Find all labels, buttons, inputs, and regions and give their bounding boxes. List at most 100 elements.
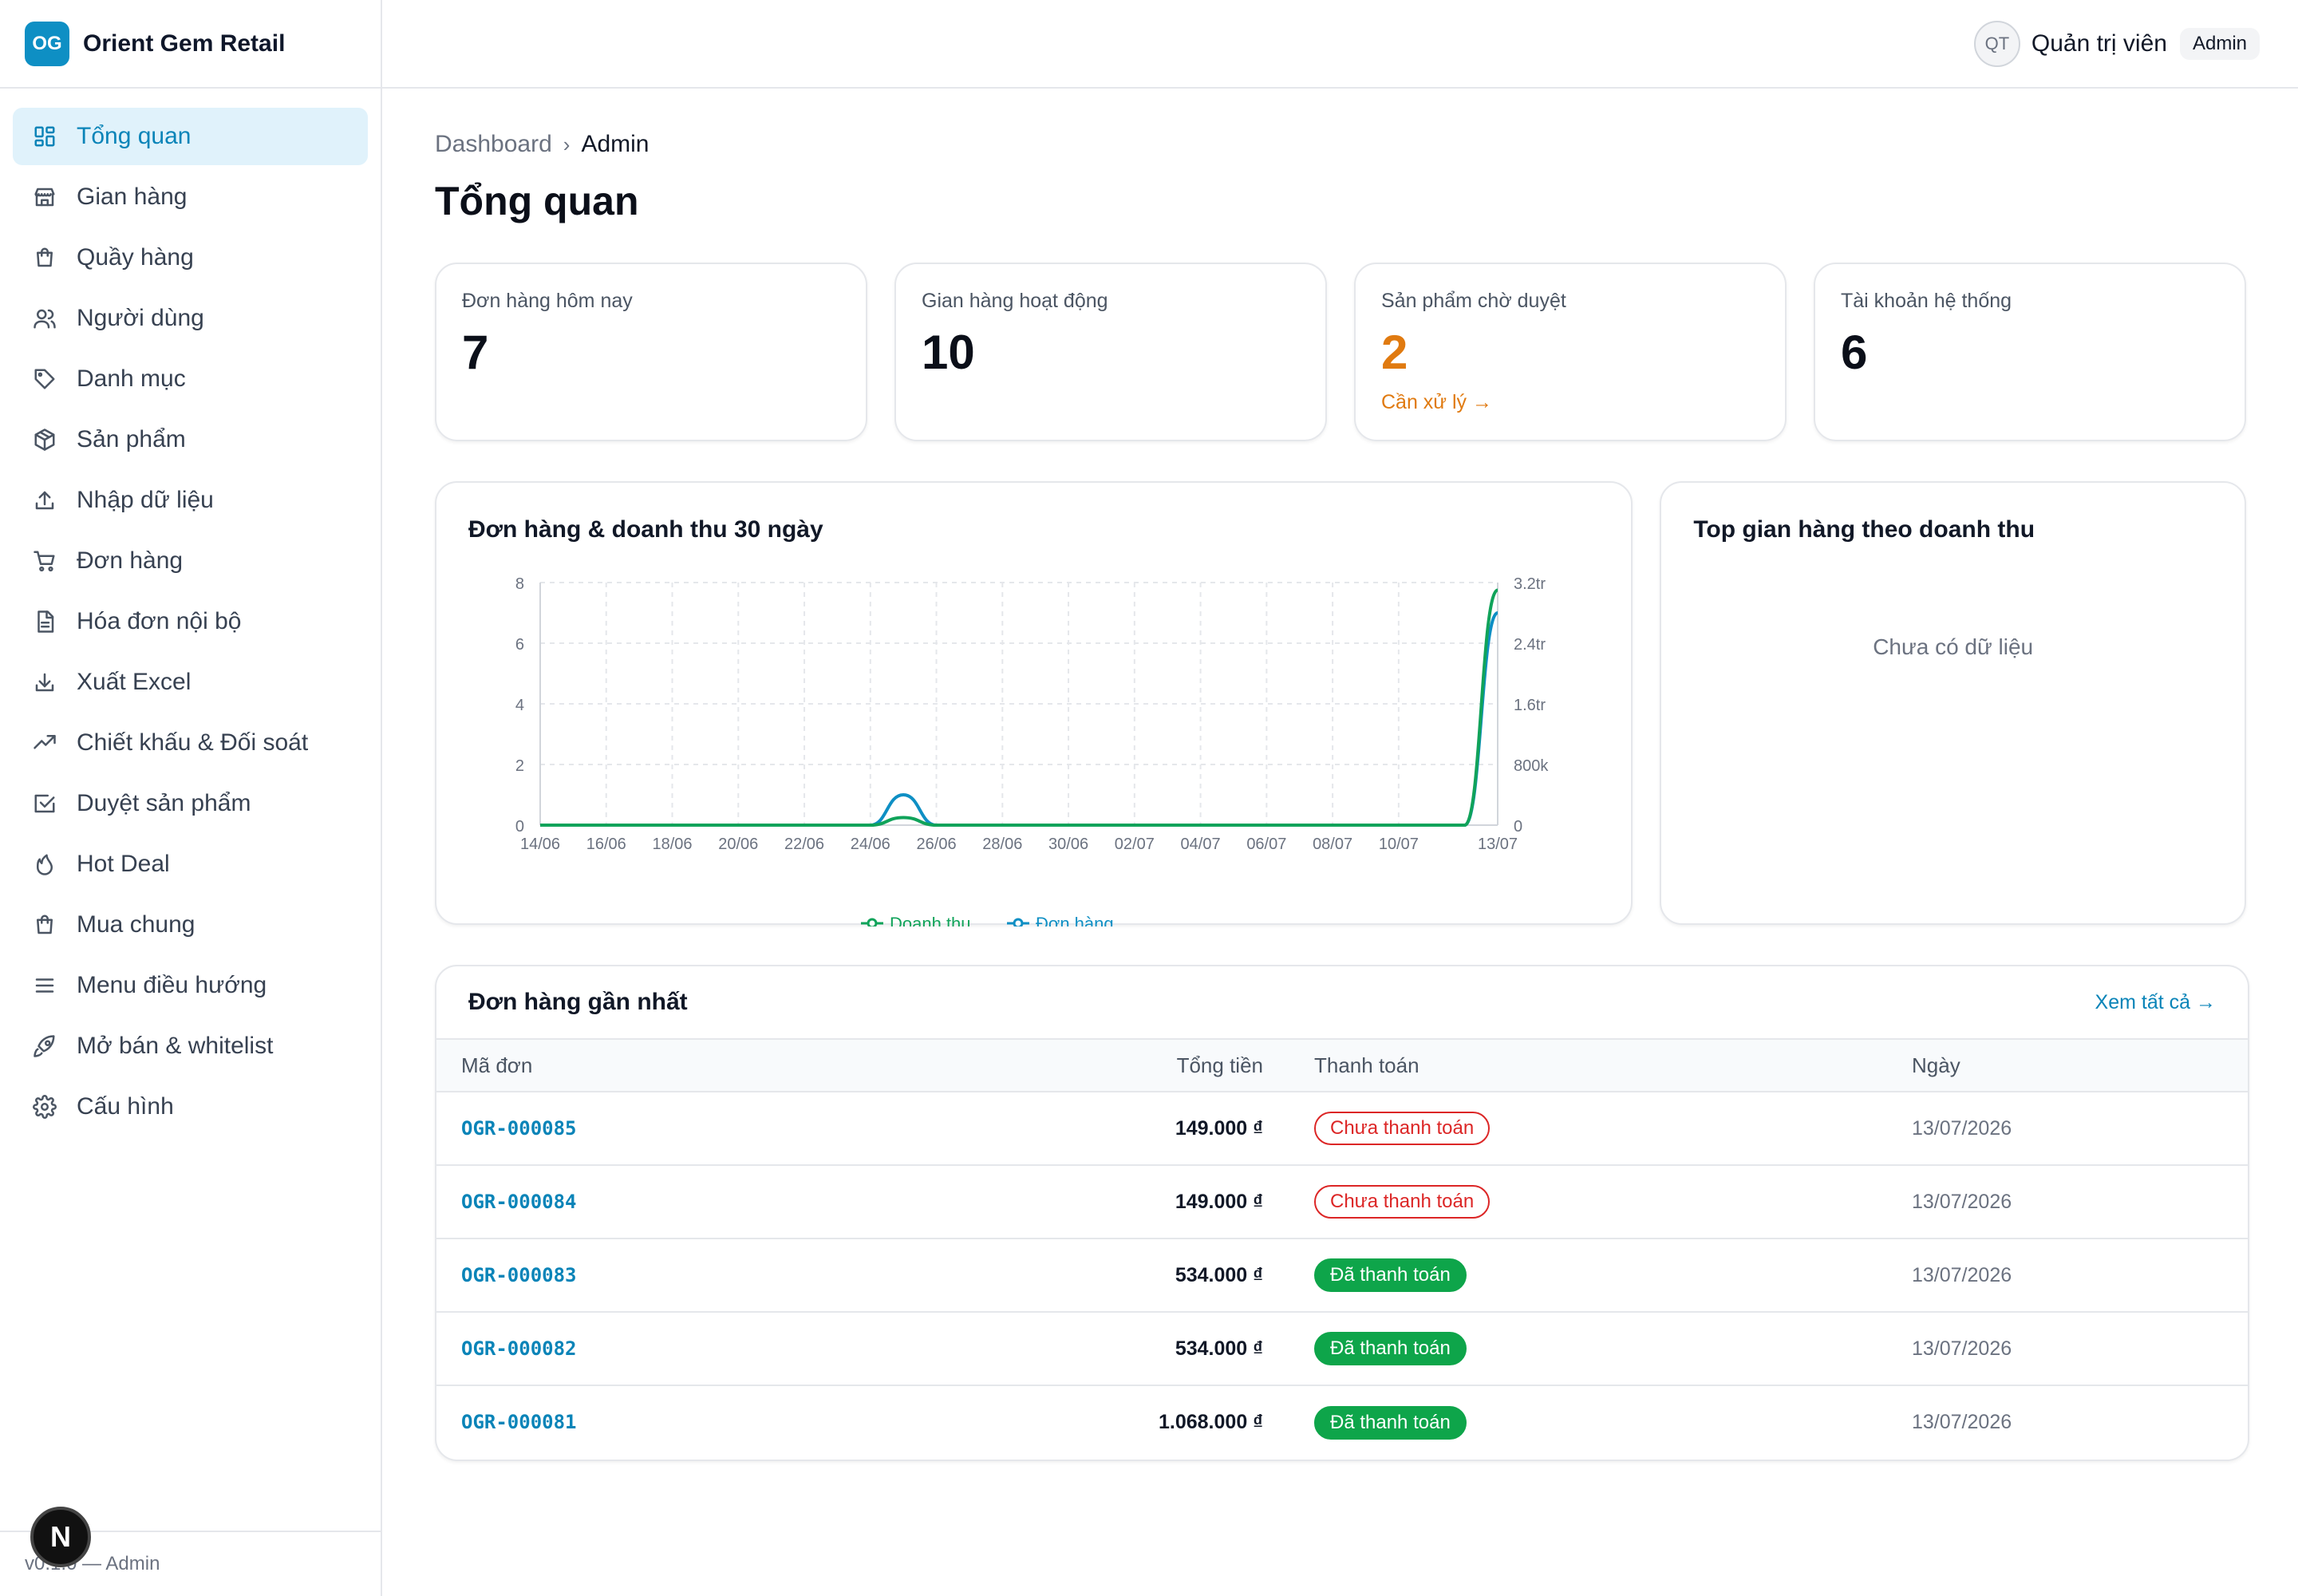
sidebar-item-1[interactable]: Gian hàng <box>13 168 368 226</box>
sidebar-item-12[interactable]: Hot Deal <box>13 836 368 893</box>
shopping-bag-icon <box>32 912 57 938</box>
y-left-tick-label: 2 <box>515 757 524 775</box>
table-row[interactable]: OGR-000085 149.000 ₫ Chưa thanh toán 13/07/… <box>436 1092 2248 1166</box>
settings-icon <box>32 1094 57 1120</box>
sidebar-item-4[interactable]: Danh mục <box>13 350 368 408</box>
sidebar-item-label: Quầy hàng <box>77 244 194 271</box>
y-right-tick-label: 3.2tr <box>1514 575 1546 593</box>
x-tick-label: 10/07 <box>1379 836 1419 853</box>
order-code-link[interactable]: OGR-000085 <box>461 1116 577 1140</box>
sidebar-item-label: Gian hàng <box>77 184 188 210</box>
chevron-right-icon: › <box>563 132 571 156</box>
sidebar-item-label: Sản phẩm <box>77 426 186 452</box>
order-code-link[interactable]: OGR-000082 <box>461 1337 577 1360</box>
download-icon <box>32 670 57 695</box>
topbar: QT Quản trị viên Admin <box>382 0 2298 89</box>
sidebar-item-14[interactable]: Menu điều hướng <box>13 957 368 1014</box>
order-code-link[interactable]: OGR-000084 <box>461 1190 577 1213</box>
sidebar-item-9[interactable]: Xuất Excel <box>13 654 368 711</box>
y-left-tick-label: 6 <box>515 636 524 654</box>
flame-icon <box>32 851 57 877</box>
sidebar-item-11[interactable]: Duyệt sản phẩm <box>13 775 368 832</box>
cart-icon <box>32 548 57 574</box>
x-tick-label: 06/07 <box>1246 836 1286 853</box>
legend-label-1: Đơn hàng <box>1036 914 1114 926</box>
trending-up-icon <box>32 730 57 756</box>
x-tick-label: 13/07 <box>1478 836 1518 853</box>
stat-label: Gian hàng hoạt động <box>922 290 1108 312</box>
order-total: 1.068.000 ₫ <box>1159 1411 1263 1433</box>
recent-orders-card: Đơn hàng gần nhất Xem tất cả → Mã đơn Tổ… <box>435 965 2249 1461</box>
sidebar-item-label: Duyệt sản phẩm <box>77 790 251 816</box>
sidebar-item-0[interactable]: Tổng quan <box>13 108 368 165</box>
sidebar-item-5[interactable]: Sản phẩm <box>13 411 368 468</box>
top-stores-card: Top gian hàng theo doanh thu Chưa có dữ … <box>1660 481 2246 925</box>
x-tick-label: 28/06 <box>982 836 1022 853</box>
stat-label: Tài khoản hệ thống <box>1841 290 2012 312</box>
order-code-link[interactable]: OGR-000081 <box>461 1411 577 1433</box>
view-all-link[interactable]: Xem tất cả → <box>2095 990 2216 1013</box>
x-tick-label: 30/06 <box>1048 836 1088 853</box>
users-icon <box>32 306 57 331</box>
page-title: Tổng quan <box>435 179 639 223</box>
needs-action-link[interactable]: Cần xử lý → <box>1381 391 1492 413</box>
sidebar-item-7[interactable]: Đơn hàng <box>13 532 368 590</box>
sidebar-item-2[interactable]: Quầy hàng <box>13 229 368 286</box>
order-total: 149.000 ₫ <box>1175 1190 1263 1213</box>
column-header-code[interactable]: Mã đơn <box>461 1053 533 1077</box>
stat-card-orders-today: Đơn hàng hôm nay 7 <box>435 263 867 441</box>
sidebar-item-label: Nhập dữ liệu <box>77 487 214 513</box>
sidebar-item-13[interactable]: Mua chung <box>13 896 368 954</box>
stats-row: Đơn hàng hôm nay 7 Gian hàng hoạt động 1… <box>435 263 2246 441</box>
role-badge: Admin <box>2179 27 2260 60</box>
y-left-tick-label: 0 <box>515 818 524 836</box>
sidebar-item-10[interactable]: Chiết khấu & Đối soát <box>13 714 368 772</box>
table-row[interactable]: OGR-000082 534.000 ₫ Đã thanh toán 13/07/20… <box>436 1312 2248 1386</box>
column-header-date[interactable]: Ngày <box>1912 1053 1960 1077</box>
stat-label: Sản phẩm chờ duyệt <box>1381 290 1566 312</box>
breadcrumb-root[interactable]: Dashboard <box>435 131 552 157</box>
breadcrumb: Dashboard › Admin <box>435 128 2246 160</box>
sidebar-item-6[interactable]: Nhập dữ liệu <box>13 472 368 529</box>
column-header-total[interactable]: Tổng tiền <box>1176 1053 1263 1077</box>
sidebar-item-label: Mua chung <box>77 911 195 938</box>
sidebar-item-15[interactable]: Mở bán & whitelist <box>13 1017 368 1075</box>
order-date: 13/07/2026 <box>1912 1116 2012 1140</box>
sidebar-item-label: Người dùng <box>77 305 204 331</box>
file-icon <box>32 609 57 634</box>
x-tick-label: 22/06 <box>784 836 824 853</box>
table-row[interactable]: OGR-000083 534.000 ₫ Đã thanh toán 13/07/20… <box>436 1238 2248 1313</box>
x-tick-label: 24/06 <box>851 836 890 853</box>
recent-orders-header: Đơn hàng gần nhất Xem tất cả → <box>436 966 2248 1038</box>
bag-icon <box>32 245 57 271</box>
avatar[interactable]: QT <box>1973 20 2020 67</box>
payment-status-badge: Đã thanh toán <box>1314 1258 1467 1292</box>
upload-icon <box>32 488 57 513</box>
column-header-payment[interactable]: Thanh toán <box>1314 1053 1419 1077</box>
x-tick-label: 04/07 <box>1181 836 1221 853</box>
order-code-link[interactable]: OGR-000083 <box>461 1263 577 1286</box>
y-right-tick-label: 2.4tr <box>1514 636 1546 654</box>
table-row[interactable]: OGR-000081 1.068.000 ₫ Đã thanh toán 13/07/… <box>436 1385 2248 1459</box>
sidebar-item-16[interactable]: Cấu hình <box>13 1078 368 1136</box>
brand-logo: OG <box>25 21 69 66</box>
y-left-tick-label: 8 <box>515 575 524 593</box>
x-tick-label: 16/06 <box>586 836 626 853</box>
x-tick-label: 20/06 <box>718 836 758 853</box>
package-icon <box>32 427 57 452</box>
table-row[interactable]: OGR-000084 149.000 ₫ Chưa thanh toán 13/07/… <box>436 1165 2248 1239</box>
charts-row: Đơn hàng & doanh thu 30 ngày 0 2 4 6 8 0 800k 1… <box>435 481 2246 926</box>
rocket-icon <box>32 1033 57 1059</box>
brand[interactable]: OG Orient Gem Retail <box>0 0 381 89</box>
next-dev-badge[interactable]: N <box>30 1507 91 1567</box>
legend-marker-1 <box>1013 918 1024 926</box>
order-total: 534.000 ₫ <box>1175 1263 1263 1286</box>
dashboard-icon <box>32 124 57 149</box>
user-name[interactable]: Quản trị viên <box>2031 30 2167 57</box>
sidebar-item-label: Xuất Excel <box>77 669 192 695</box>
menu-icon <box>32 973 57 998</box>
recent-orders-title: Đơn hàng gần nhất <box>468 989 688 1015</box>
sidebar-item-8[interactable]: Hóa đơn nội bộ <box>13 593 368 650</box>
sidebar-item-3[interactable]: Người dùng <box>13 290 368 347</box>
payment-status-badge: Chưa thanh toán <box>1314 1185 1491 1219</box>
